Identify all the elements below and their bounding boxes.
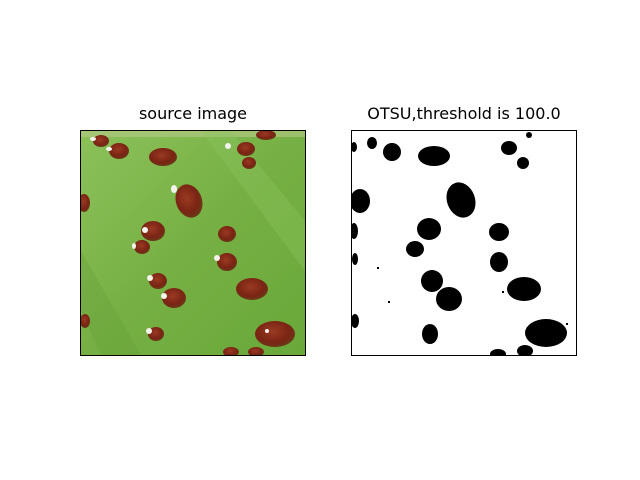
source-image-title: source image xyxy=(138,104,248,123)
mask-background xyxy=(352,131,576,355)
leaf-hairs xyxy=(90,137,269,334)
source-image-canvas xyxy=(81,131,305,355)
mask-blobs xyxy=(352,132,568,355)
leaf-spots xyxy=(81,131,295,355)
otsu-binary-canvas xyxy=(352,131,576,355)
source-image xyxy=(80,130,306,356)
otsu-image-title: OTSU,threshold is 100.0 xyxy=(367,104,561,123)
otsu-binary-image xyxy=(351,130,577,356)
leaf-background xyxy=(81,131,305,355)
